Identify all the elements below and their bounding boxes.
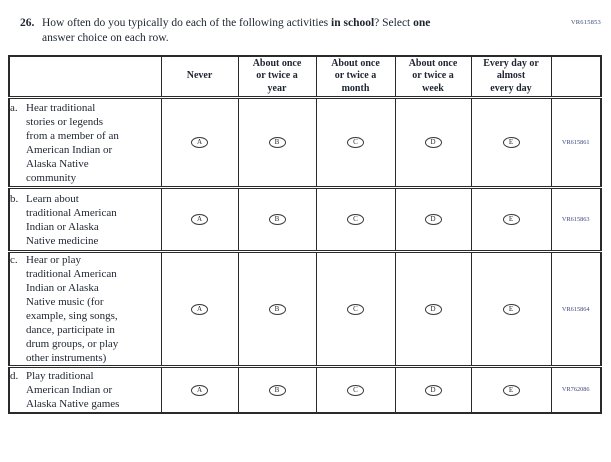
header-once-twice-year: About once or twice a year [237, 56, 317, 98]
row-a-label: Hear traditional stories or legends from… [26, 101, 119, 184]
question-text: How often do you typically do each of th… [42, 16, 560, 46]
row-b-option-year[interactable]: B [268, 214, 286, 226]
row-b-code: VR615863 [550, 186, 602, 252]
row-a-option-year[interactable]: B [268, 137, 286, 149]
row-c-code: VR615864 [550, 250, 602, 367]
row-c-option-daily[interactable]: E [502, 303, 520, 315]
row-d-code: VR762086 [550, 365, 602, 413]
header-once-twice-week: About once or twice a week [394, 56, 472, 98]
header-once-twice-month: About once or twice a month [315, 56, 396, 98]
table-row: c. Hear or play traditional American Ind… [8, 250, 602, 367]
table-row: d. Play traditional American Indian or A… [8, 365, 602, 413]
question-text-part1: How often do you typically do each of th… [42, 17, 332, 29]
accession-code-top: VR615853 [570, 19, 601, 26]
row-d-option-never[interactable]: A [191, 384, 208, 396]
row-d-label: Play traditional American Indian or Alas… [26, 369, 120, 410]
header-never: Never [160, 56, 239, 98]
row-c-label: Hear or play traditional American Indian… [26, 254, 119, 364]
question-number: 26. [20, 17, 35, 29]
question-text-bold-one: one [413, 17, 431, 29]
row-c-option-never[interactable]: A [191, 303, 208, 315]
header-code-blank [550, 56, 602, 98]
table-row: a. Hear traditional stories or legends f… [8, 96, 602, 188]
row-b-option-never[interactable]: A [191, 214, 208, 226]
row-a-code: VR615861 [550, 96, 602, 188]
row-c-option-week[interactable]: D [424, 303, 442, 315]
question-text-part3: answer choice on each row. [42, 32, 169, 44]
row-d-option-month[interactable]: C [347, 384, 364, 396]
row-b-option-week[interactable]: D [424, 214, 442, 226]
row-d-option-daily[interactable]: E [502, 384, 520, 396]
question-block: 26. How often do you typically do each o… [20, 16, 560, 46]
row-c-option-year[interactable]: B [268, 303, 286, 315]
row-a-option-never[interactable]: A [191, 137, 208, 149]
row-d-letter: d. [10, 369, 19, 382]
table-row: b. Learn about traditional American Indi… [8, 186, 602, 252]
row-a-option-week[interactable]: D [424, 137, 442, 149]
row-b-option-month[interactable]: C [347, 214, 364, 226]
row-c-option-month[interactable]: C [347, 303, 364, 315]
row-b-option-daily[interactable]: E [502, 214, 520, 226]
row-c-letter: c. [10, 254, 18, 266]
row-a-letter: a. [10, 101, 18, 114]
row-b-label: Learn about traditional American Indian … [26, 192, 117, 247]
table-header-row: Never About once or twice a year About o… [8, 56, 602, 98]
row-b-letter: b. [10, 192, 19, 205]
question-text-bold-in-school: in school [331, 17, 375, 29]
row-a-option-daily[interactable]: E [502, 137, 520, 149]
header-blank [8, 56, 162, 98]
header-every-day: Every day or almost every day [470, 56, 552, 98]
row-d-option-week[interactable]: D [424, 384, 442, 396]
row-a-option-month[interactable]: C [347, 137, 364, 149]
frequency-matrix-table: Never About once or twice a year About o… [8, 55, 602, 414]
question-text-part2: ? Select [374, 17, 414, 29]
row-d-option-year[interactable]: B [268, 384, 286, 396]
